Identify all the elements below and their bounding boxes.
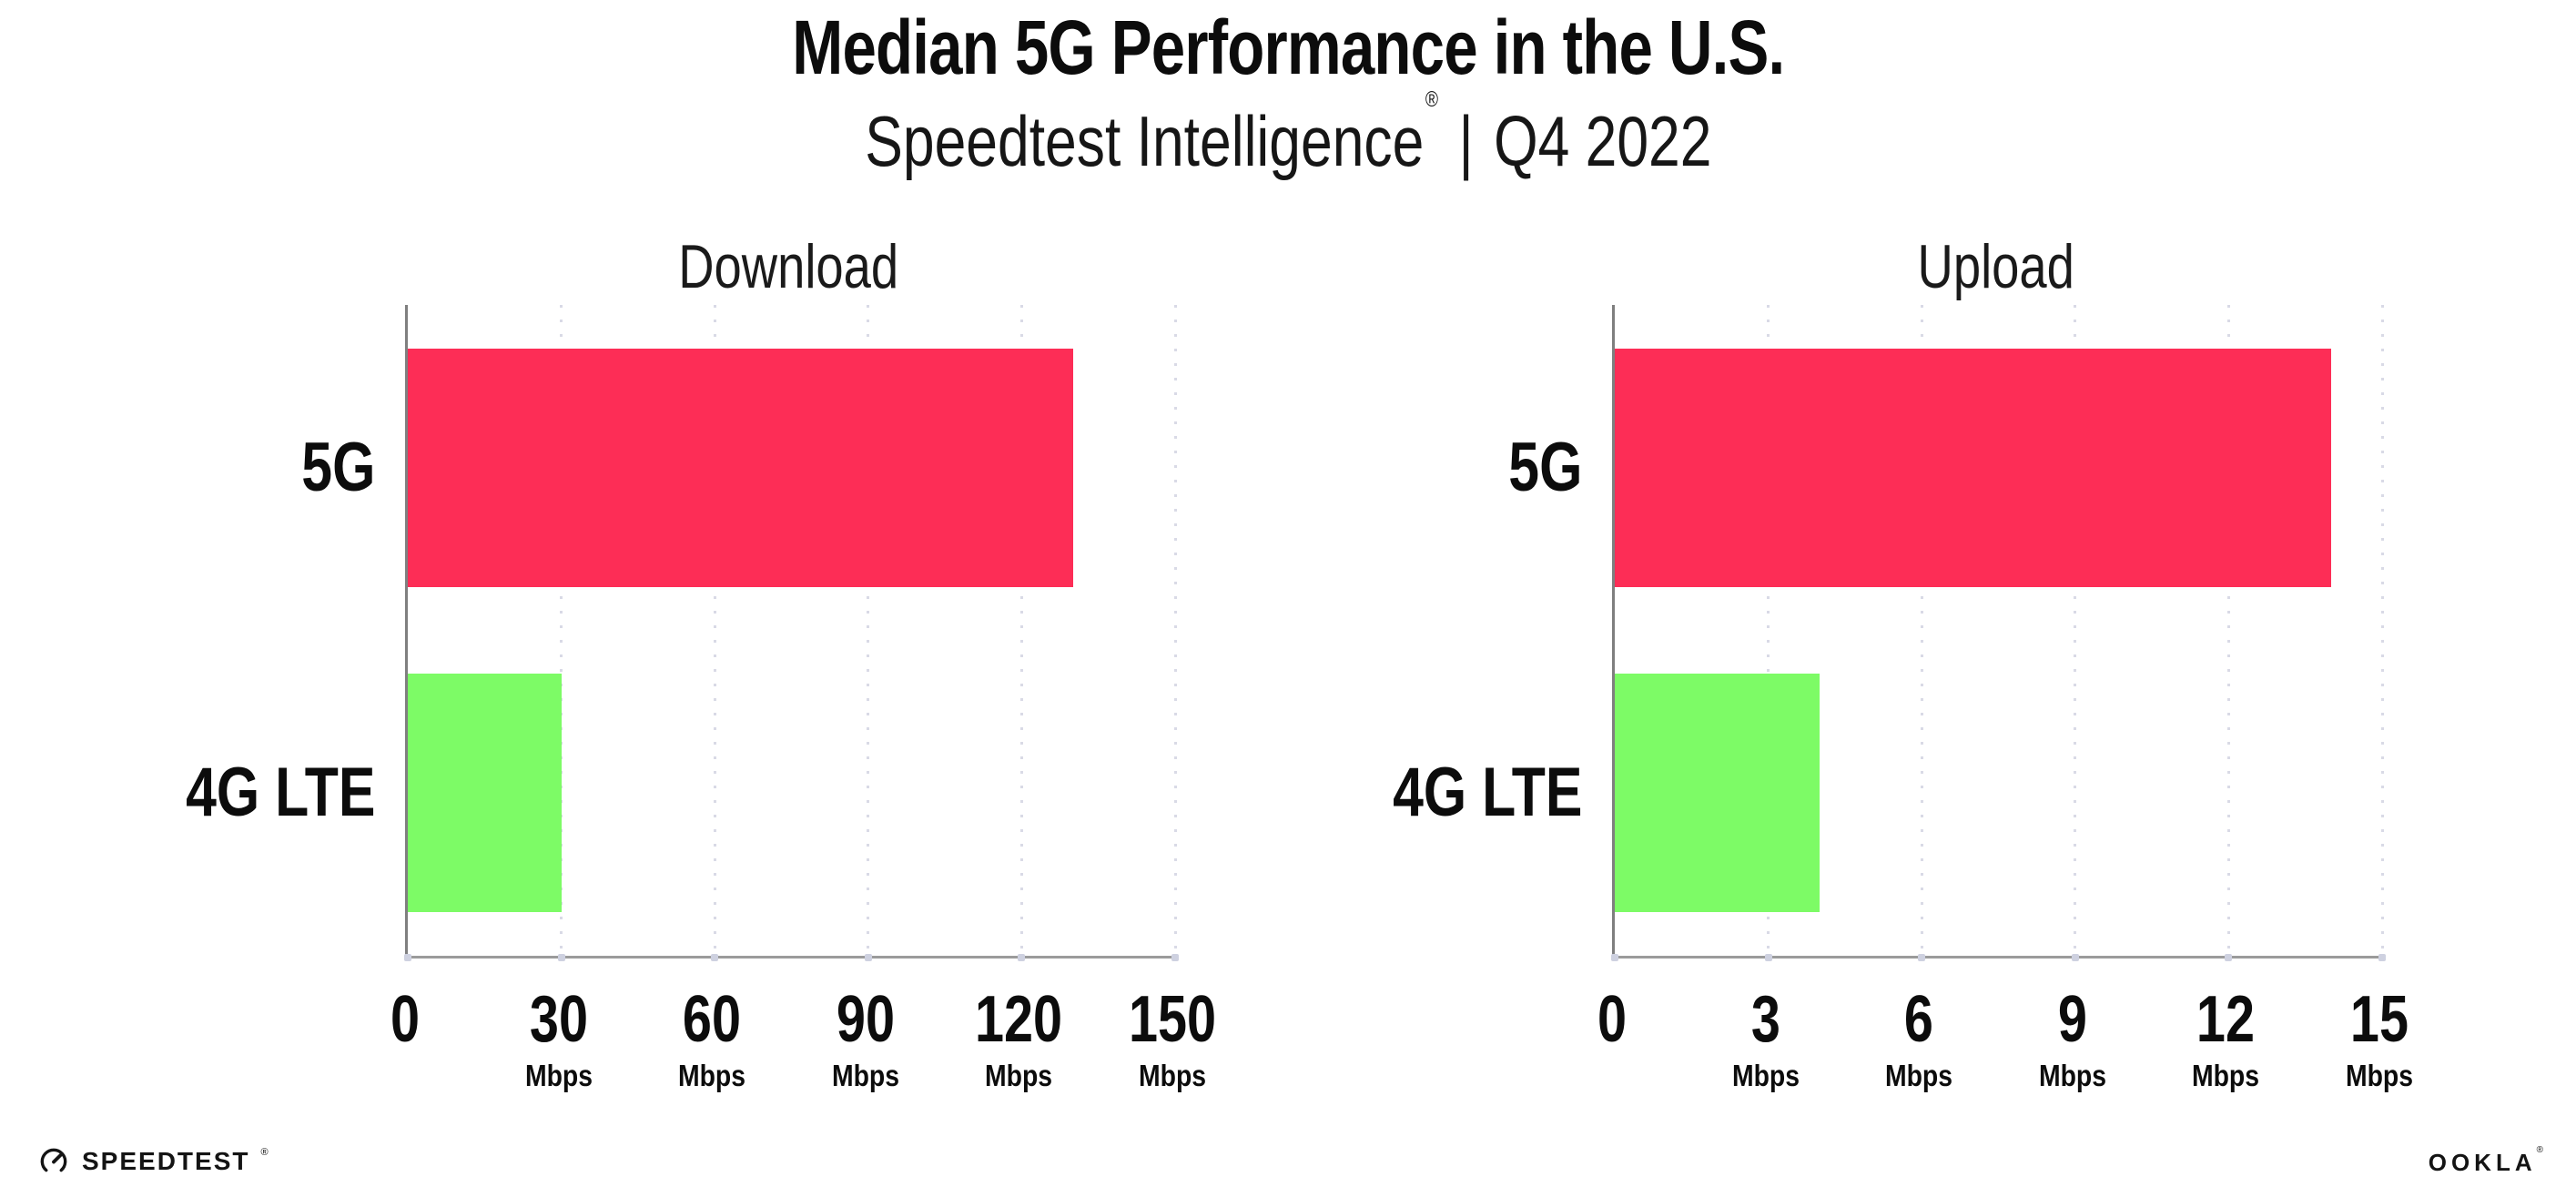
- x-tick-value: 0: [390, 983, 421, 1056]
- axis-tick-dot: [404, 954, 411, 961]
- subtitle-separator: |: [1458, 101, 1474, 181]
- x-tick-value: 6: [1904, 983, 1934, 1056]
- category-label-5g: 5G: [1507, 428, 1582, 506]
- ookla-registered-mark: ®: [2536, 1145, 2543, 1156]
- x-tick-unit: Mbps: [524, 1059, 593, 1092]
- speedtest-registered-mark: ®: [260, 1147, 269, 1158]
- x-tick-unit: Mbps: [1885, 1059, 1953, 1092]
- page-title-text: Median 5G Performance in the U.S.: [791, 5, 1785, 90]
- x-tick-unit: Mbps: [678, 1059, 746, 1092]
- subtitle-period: Q4 2022: [1493, 101, 1712, 181]
- x-tick-value: 9: [2057, 983, 2087, 1056]
- x-tick-unit: Mbps: [985, 1059, 1053, 1092]
- x-tick-label: 90 Mbps: [827, 987, 905, 1090]
- x-tick-label: 120 Mbps: [964, 987, 1073, 1090]
- subtitle-brand: Speedtest Intelligence: [864, 101, 1424, 181]
- gridline: [867, 305, 870, 956]
- x-tick-label: 6 Mbps: [1880, 987, 1958, 1090]
- axis-tick-dot: [557, 954, 565, 961]
- axis-tick-dot: [2378, 954, 2386, 961]
- x-tick-label: 60 Mbps: [673, 987, 751, 1090]
- x-tick-label: 12 Mbps: [2186, 987, 2265, 1090]
- x-tick-label: 150 Mbps: [1118, 987, 1227, 1090]
- x-tick-unit: Mbps: [2038, 1059, 2106, 1092]
- category-label-4g-lte: 4G LTE: [185, 754, 375, 832]
- x-tick-value: 30: [529, 983, 588, 1056]
- x-tick-value: 60: [683, 983, 742, 1056]
- category-label-4g-lte: 4G LTE: [1392, 754, 1582, 832]
- page-title: Median 5G Performance in the U.S.: [0, 5, 2576, 89]
- plot-area: [404, 305, 1179, 961]
- x-tick-label: 15 Mbps: [2340, 987, 2419, 1090]
- x-tick-unit: Mbps: [1138, 1059, 1207, 1092]
- bar-4g-lte: [408, 674, 562, 913]
- axis-tick-dot: [1171, 954, 1179, 961]
- axis-tick-dot: [2071, 954, 2079, 961]
- bar-5g: [408, 348, 1073, 587]
- gridline: [1767, 305, 1770, 956]
- x-tick-value: 3: [1750, 983, 1780, 1056]
- speedtest-logo: SPEEDTEST ®: [36, 1144, 269, 1179]
- ookla-wordmark: OOKLA: [2428, 1149, 2537, 1176]
- axis-tick-dot: [1611, 954, 1618, 961]
- axis-tick-dot: [711, 954, 719, 961]
- gridline: [560, 305, 563, 956]
- x-tick-label: 0: [387, 987, 423, 1052]
- axis-tick-dot: [864, 954, 872, 961]
- gridline: [2074, 305, 2077, 956]
- chart-title-download: Download: [678, 232, 899, 301]
- download-chart: Download 5G 4G LTE 0 30 Mbps 60 Mbps 90 Mbps 120…: [91, 232, 1274, 1133]
- bar-5g: [1615, 348, 2331, 587]
- x-tick-label: 3 Mbps: [1727, 987, 1805, 1090]
- ookla-logo: OOKLA®: [2428, 1145, 2543, 1177]
- axis-tick-dot: [1918, 954, 1926, 961]
- gridline: [1920, 305, 1923, 956]
- bar-4g-lte: [1615, 674, 1820, 913]
- axis-tick-dot: [2225, 954, 2233, 961]
- x-tick-value: 0: [1597, 983, 1628, 1056]
- gridline: [1019, 305, 1023, 956]
- x-tick-value: 12: [2196, 983, 2256, 1056]
- x-tick-value: 15: [2349, 983, 2409, 1056]
- y-axis-labels: 5G 4G LTE: [91, 305, 375, 956]
- category-label-5g: 5G: [300, 428, 375, 506]
- x-tick-label: 30 Mbps: [520, 987, 598, 1090]
- speedtest-wordmark: SPEEDTEST: [82, 1147, 250, 1175]
- x-tick-value: 120: [975, 983, 1063, 1056]
- gridline: [2380, 305, 2384, 956]
- x-tick-label: 0: [1594, 987, 1630, 1052]
- speedtest-gauge-icon: [36, 1144, 71, 1179]
- axis-tick-dot: [1018, 954, 1026, 961]
- gridline: [713, 305, 716, 956]
- y-axis-labels: 5G 4G LTE: [1298, 305, 1582, 956]
- x-tick-unit: Mbps: [2345, 1059, 2414, 1092]
- x-axis-ticks: 0 3 Mbps 6 Mbps 9 Mbps 12 Mbps 15 Mbps: [1597, 956, 2413, 1129]
- x-tick-value: 150: [1128, 983, 1217, 1056]
- upload-chart: Upload 5G 4G LTE 0 3 Mbps 6 Mbps 9 Mbps 12 Mbps 15…: [1298, 232, 2481, 1133]
- gridline: [2226, 305, 2230, 956]
- x-tick-value: 90: [836, 983, 895, 1056]
- x-tick-unit: Mbps: [831, 1059, 899, 1092]
- x-tick-unit: Mbps: [2192, 1059, 2260, 1092]
- axis-tick-dot: [1764, 954, 1772, 961]
- registered-mark: ®: [1425, 87, 1438, 112]
- x-tick-unit: Mbps: [1731, 1059, 1800, 1092]
- page-subtitle: Speedtest Intelligence® | Q4 2022: [0, 87, 2576, 183]
- gridline: [1173, 305, 1177, 956]
- chart-title-upload: Upload: [1917, 232, 2074, 301]
- x-axis-ticks: 0 30 Mbps 60 Mbps 90 Mbps 120 Mbps 150 Mbps: [390, 956, 1216, 1129]
- plot-area: [1611, 305, 2386, 961]
- x-tick-label: 9 Mbps: [2033, 987, 2112, 1090]
